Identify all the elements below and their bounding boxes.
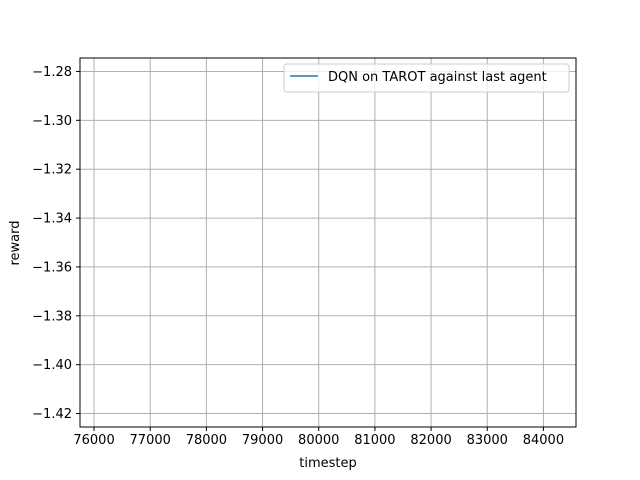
y-tick-label: −1.32	[32, 163, 72, 178]
y-tick-label: −1.40	[32, 358, 72, 373]
y-tick-label: −1.36	[32, 260, 72, 275]
y-axis-label: reward	[8, 220, 23, 265]
x-tick-label: 79000	[242, 433, 283, 448]
legend: DQN on TAROT against last agent	[283, 63, 570, 93]
x-tick-label: 84000	[523, 433, 564, 448]
x-tick-label: 80000	[298, 433, 339, 448]
y-tick-label: −1.28	[32, 65, 72, 80]
y-tick-label: −1.30	[32, 114, 72, 129]
x-axis-ticks: 76000 77000 78000 79000 80000 81000 82000 83000…	[73, 427, 564, 448]
axes-frame	[79, 57, 577, 428]
x-tick-label: 83000	[467, 433, 508, 448]
y-tick-label: −1.38	[32, 309, 72, 324]
legend-label: DQN on TAROT against last agent	[328, 70, 547, 85]
x-tick-label: 76000	[73, 433, 114, 448]
x-tick-label: 77000	[130, 433, 171, 448]
legend-box	[283, 63, 570, 93]
x-tick-label: 78000	[186, 433, 227, 448]
y-axis-ticks: −1.28 −1.30 −1.32 −1.34 −1.36 −1.38 −1.40 −1.42	[32, 65, 80, 422]
x-axis-label: timestep	[299, 456, 357, 471]
y-tick-label: −1.42	[32, 407, 72, 422]
x-tick-label: 82000	[410, 433, 451, 448]
y-tick-label: −1.34	[32, 212, 72, 227]
x-tick-label: 81000	[354, 433, 395, 448]
